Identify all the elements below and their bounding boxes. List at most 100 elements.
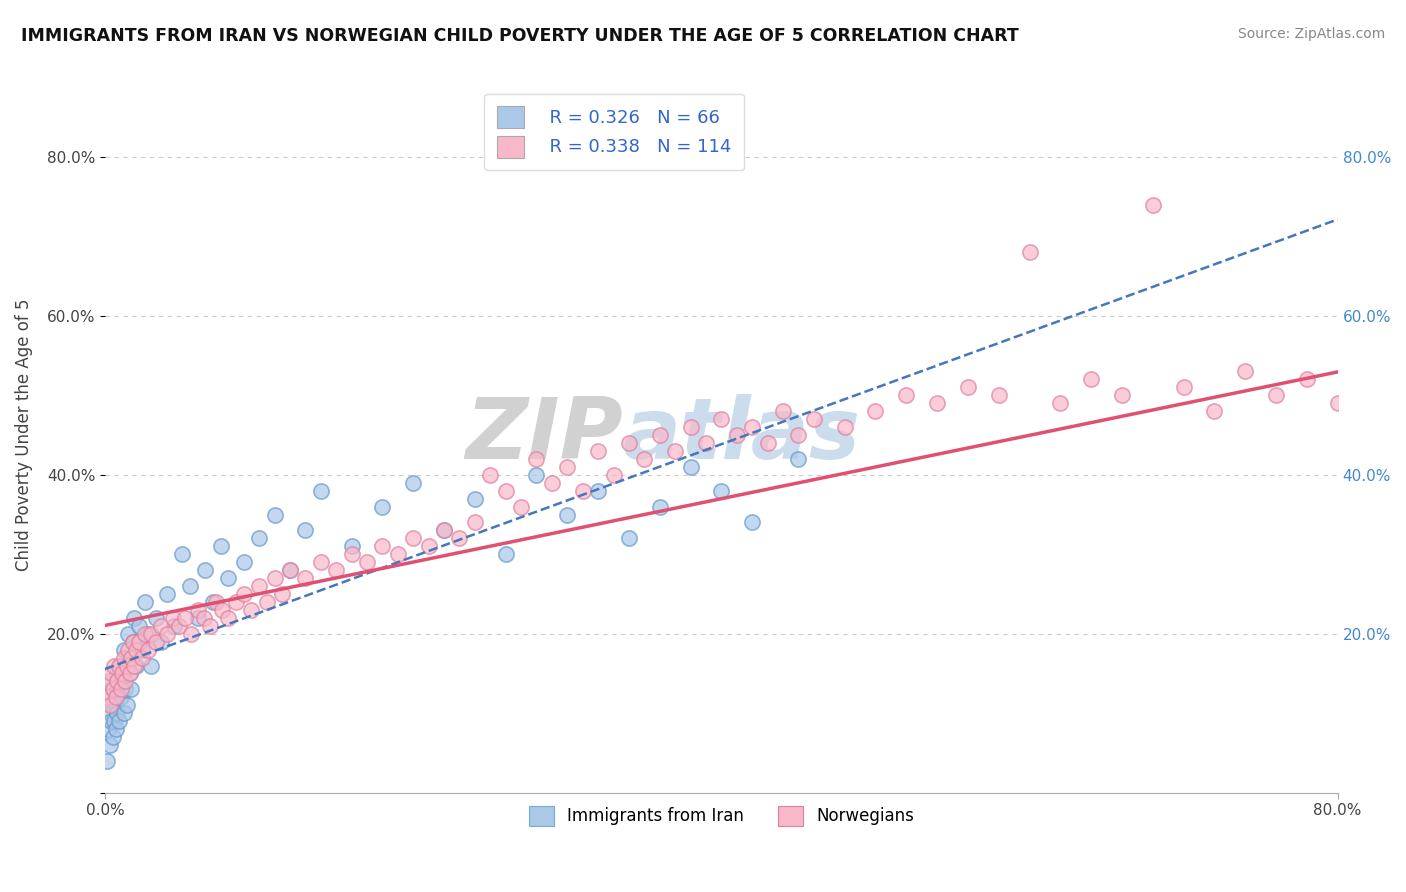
Point (98, 706, 121, 721)
Point (756, 436, 779, 450)
Point (633, 451, 655, 466)
Point (1234, 364, 1257, 378)
Point (710, 412, 733, 426)
Point (111, 666, 134, 681)
Point (110, 682, 132, 697)
Point (136, 642, 159, 657)
Point (107, 666, 129, 681)
Point (125, 642, 148, 657)
Point (433, 524, 456, 538)
Point (117, 626, 139, 640)
Point (141, 626, 163, 640)
Point (141, 658, 163, 673)
Point (107, 674, 129, 689)
Point (125, 658, 148, 673)
Point (402, 475, 425, 490)
Point (201, 595, 224, 609)
Point (402, 532, 425, 546)
Point (103, 714, 125, 728)
Point (956, 380, 979, 394)
Point (309, 483, 332, 498)
Point (134, 595, 156, 609)
Point (96, 754, 118, 768)
Point (120, 682, 142, 697)
Point (340, 539, 363, 553)
Y-axis label: Child Poverty Under the Age of 5: Child Poverty Under the Age of 5 (15, 299, 32, 571)
Point (263, 508, 285, 522)
Point (136, 626, 159, 640)
Point (294, 524, 316, 538)
Point (180, 626, 202, 640)
Text: IMMIGRANTS FROM IRAN VS NORWEGIAN CHILD POVERTY UNDER THE AGE OF 5 CORRELATION C: IMMIGRANTS FROM IRAN VS NORWEGIAN CHILD … (21, 27, 1019, 45)
Point (162, 611, 184, 625)
Point (101, 698, 124, 713)
Point (340, 547, 363, 561)
Point (648, 500, 671, 514)
Point (211, 603, 233, 617)
Point (217, 571, 239, 585)
Point (101, 730, 124, 744)
Point (112, 642, 135, 657)
Point (648, 428, 671, 442)
Point (925, 396, 948, 410)
Point (418, 539, 440, 553)
Point (495, 483, 517, 498)
Point (278, 563, 301, 577)
Text: atlas: atlas (623, 393, 860, 476)
Point (433, 524, 456, 538)
Point (98, 738, 121, 752)
Point (134, 626, 156, 640)
Point (193, 611, 215, 625)
Point (679, 420, 702, 434)
Point (112, 650, 135, 665)
Point (741, 516, 763, 530)
Point (187, 603, 209, 617)
Point (108, 658, 131, 673)
Text: ZIP: ZIP (465, 393, 623, 476)
Text: Source: ZipAtlas.com: Source: ZipAtlas.com (1237, 27, 1385, 41)
Point (121, 634, 143, 648)
Point (834, 420, 856, 434)
Point (479, 467, 502, 482)
Point (555, 459, 578, 474)
Point (679, 459, 702, 474)
Point (526, 467, 548, 482)
Point (695, 436, 717, 450)
Point (101, 682, 124, 697)
Point (510, 500, 533, 514)
Point (120, 650, 142, 665)
Point (205, 595, 228, 609)
Point (194, 563, 217, 577)
Point (128, 634, 150, 648)
Point (1142, 197, 1164, 211)
Point (131, 650, 153, 665)
Point (145, 611, 167, 625)
Point (104, 690, 127, 705)
Point (247, 579, 270, 593)
Point (104, 698, 127, 713)
Point (96, 690, 118, 705)
Point (263, 571, 285, 585)
Point (103, 658, 125, 673)
Point (571, 483, 593, 498)
Point (174, 611, 197, 625)
Point (110, 658, 132, 673)
Point (100, 666, 122, 681)
Point (97, 690, 120, 705)
Point (112, 706, 135, 721)
Point (371, 500, 394, 514)
Point (725, 428, 748, 442)
Point (100, 674, 122, 689)
Point (1173, 380, 1195, 394)
Point (803, 412, 825, 426)
Point (118, 666, 141, 681)
Point (131, 642, 153, 657)
Point (741, 420, 763, 434)
Point (107, 706, 129, 721)
Point (232, 555, 254, 569)
Point (1111, 388, 1133, 402)
Point (111, 674, 134, 689)
Point (1204, 404, 1226, 418)
Point (526, 451, 548, 466)
Point (541, 475, 564, 490)
